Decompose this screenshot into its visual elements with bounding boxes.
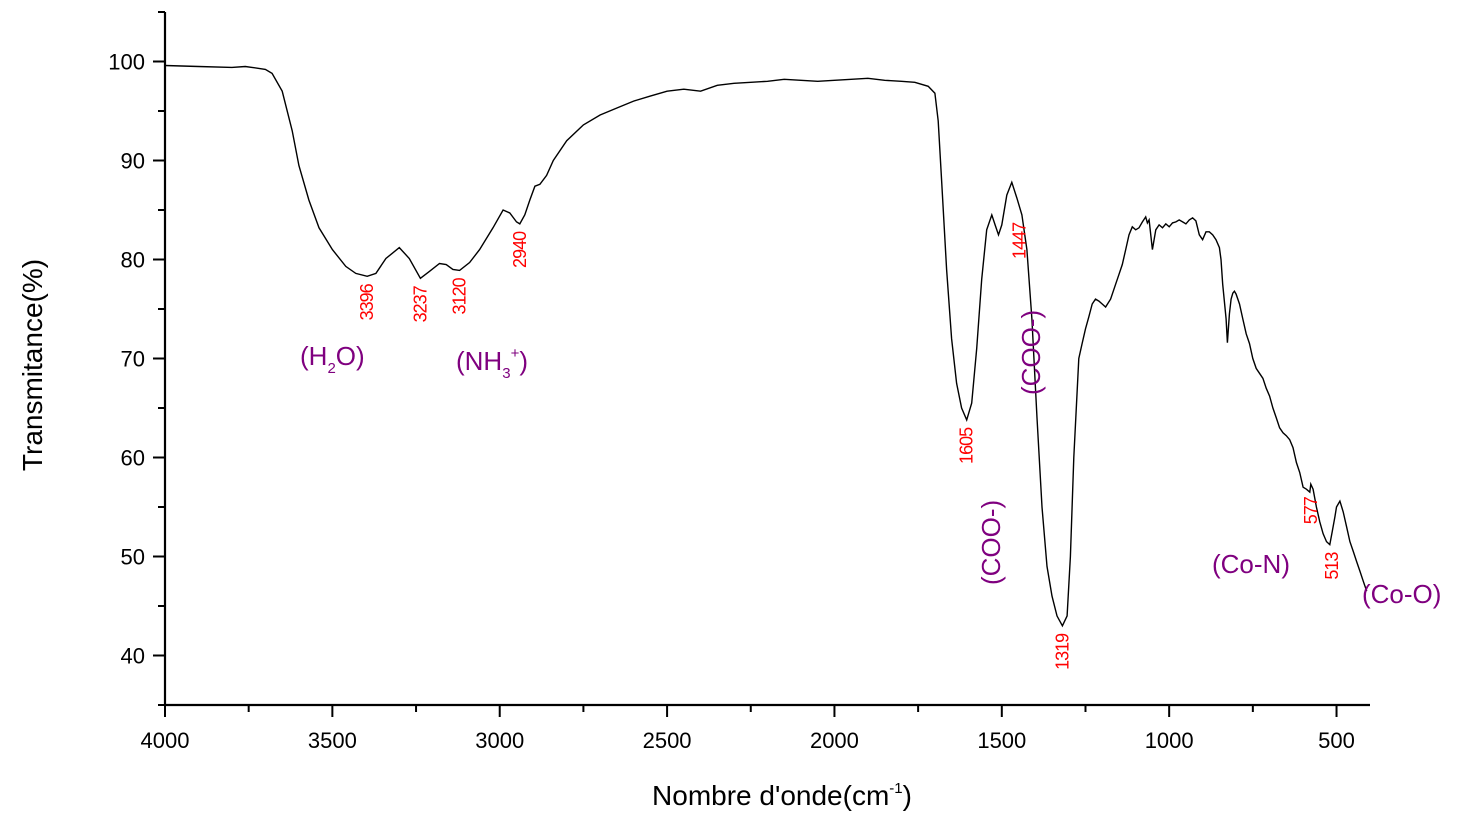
peak-labels: 3396 3237 3120 2940 1605 1447 1319 577 513 bbox=[357, 222, 1342, 670]
group-label-carboxylate-1447: (COO-) bbox=[1016, 310, 1046, 395]
group-label-ammonium: (NH3+) bbox=[456, 345, 528, 382]
y-tick-label: 60 bbox=[121, 446, 145, 471]
y-tick-label: 70 bbox=[121, 347, 145, 372]
peak-label: 1447 bbox=[1010, 222, 1030, 259]
spectrum-trace-layer bbox=[164, 64, 1368, 628]
x-tick-label: 4000 bbox=[141, 728, 190, 753]
x-tick-label: 2000 bbox=[810, 728, 859, 753]
x-axis: 4000 3500 3000 2500 2000 1500 1000 500 bbox=[141, 703, 1370, 753]
peak-label: 1605 bbox=[957, 427, 977, 464]
x-axis-title-superscript: -1 bbox=[889, 780, 902, 797]
peak-label: 3120 bbox=[450, 277, 470, 314]
y-tick-label: 90 bbox=[121, 149, 145, 174]
peak-label: 3237 bbox=[410, 285, 430, 322]
peak-label: 513 bbox=[1322, 552, 1342, 580]
y-tick-label: 100 bbox=[108, 50, 145, 75]
x-tick-label: 1500 bbox=[977, 728, 1026, 753]
y-tick-label: 50 bbox=[121, 545, 145, 570]
x-tick-label: 3000 bbox=[475, 728, 524, 753]
y-axis: 40 50 60 70 80 90 100 bbox=[108, 11, 167, 706]
y-axis-title: Transmitance(%) bbox=[17, 259, 48, 471]
group-label-carboxylate-1605: (COO-) bbox=[976, 500, 1006, 585]
group-label-co-n: (Co-N) bbox=[1212, 549, 1290, 579]
group-label-co-o: (Co-O) bbox=[1362, 579, 1441, 609]
x-tick-label: 3500 bbox=[308, 728, 357, 753]
y-tick-label: 80 bbox=[121, 248, 145, 273]
peak-label: 577 bbox=[1301, 496, 1321, 524]
peak-label: 1319 bbox=[1052, 633, 1072, 670]
x-axis-title: Nombre d'onde(cm-1) bbox=[652, 780, 912, 811]
x-tick-label: 1000 bbox=[1145, 728, 1194, 753]
x-tick-label: 500 bbox=[1318, 728, 1355, 753]
group-labels: (H2O) (NH3+) (COO-) (COO-) (Co-N) (Co-O) bbox=[300, 310, 1441, 609]
spectrum-line bbox=[164, 64, 1368, 628]
y-tick-label: 40 bbox=[121, 644, 145, 669]
group-label-water: (H2O) bbox=[300, 341, 365, 377]
peak-label: 3396 bbox=[357, 283, 377, 320]
peak-label: 2940 bbox=[510, 231, 530, 268]
x-tick-label: 2500 bbox=[643, 728, 692, 753]
